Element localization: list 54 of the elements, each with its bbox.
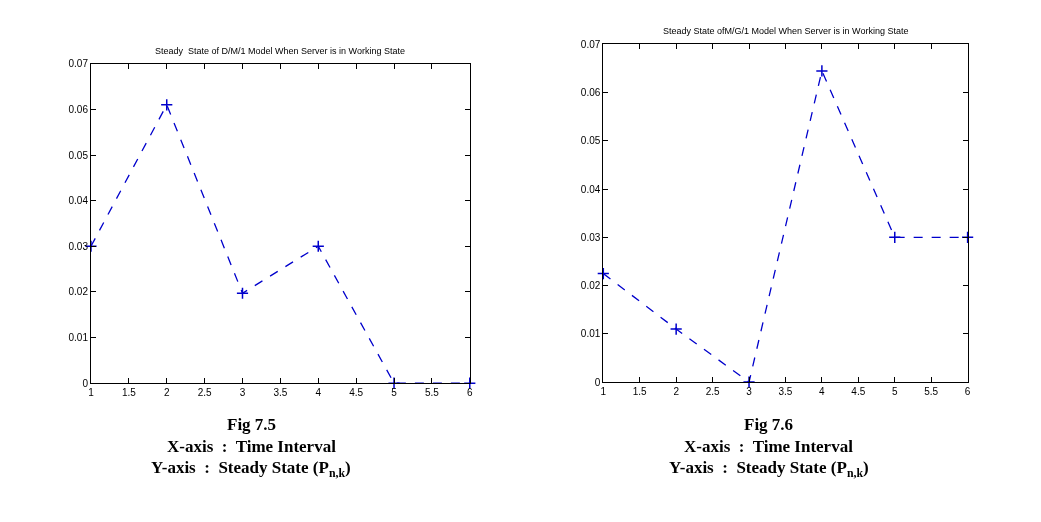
- point: [815, 64, 829, 78]
- y-tick-label: 0.03: [580, 231, 601, 243]
- y-tick-label: 0.01: [68, 332, 89, 344]
- x-tick-label: 5: [891, 386, 898, 398]
- point: [888, 231, 902, 244]
- point: [160, 98, 174, 112]
- point: [596, 267, 610, 280]
- y-tick-label: 0.03: [68, 240, 89, 252]
- x-tick-label: 5: [391, 387, 398, 399]
- text: Y-axis : Steady State (P$_{n,k}$): [151, 458, 351, 480]
- x-tick-label: 3: [746, 386, 753, 398]
- x-tick-label: 3.5: [778, 386, 793, 398]
- x-tick-label: 4.5: [349, 387, 364, 399]
- x-tick-label: 4.5: [851, 386, 866, 398]
- x-tick-label: 2.5: [705, 386, 720, 398]
- y-tick-label: 0: [82, 377, 89, 389]
- point: [669, 322, 683, 336]
- y-tick-label: 0.01: [580, 328, 601, 340]
- y-tick-label: 0.04: [68, 195, 89, 207]
- caption: Fig 7.5: [227, 415, 277, 434]
- point: [236, 286, 249, 300]
- x-tick-label: 4: [819, 386, 826, 398]
- y-tick-label: 0.06: [68, 103, 89, 115]
- text: X-axis : Time Interval: [684, 437, 854, 456]
- x-tick-label: 5.5: [424, 387, 440, 399]
- y-tick-label: 0.04: [580, 183, 601, 195]
- text: Y-axis : Steady State (P$_{n,k}$): [669, 458, 869, 480]
- y-tick-label: 0.02: [68, 286, 89, 298]
- y-tick-label: 0.05: [68, 149, 89, 161]
- x-tick-label: 4: [315, 387, 322, 399]
- x-tick-label: 6: [467, 387, 473, 399]
- caption: Fig 7.6: [744, 415, 794, 434]
- y-tick-label: 0.07: [68, 58, 89, 70]
- text: X-axis : Time Interval: [167, 437, 337, 456]
- y-tick-label: 0.07: [580, 38, 601, 50]
- y-tick-label: 0.05: [580, 135, 601, 147]
- point: [463, 376, 477, 390]
- point: [311, 239, 325, 253]
- x-tick-label: 1.5: [632, 386, 648, 398]
- x-tick-label: 6: [964, 386, 971, 398]
- x-tick-label: 2: [163, 387, 170, 399]
- x-tick-label: 3.5: [273, 387, 288, 399]
- x-tick-label: 2.5: [197, 387, 212, 399]
- chart-title: Steady State of D/M/1 Model When Server is in Working State: [155, 46, 405, 56]
- x-tick-label: 1: [88, 387, 95, 399]
- x-tick-label: 1.5: [121, 387, 137, 399]
- y-tick-label: 0.06: [580, 87, 601, 99]
- x-tick-label: 5.5: [924, 386, 939, 398]
- x-tick-label: 1: [600, 386, 607, 398]
- y-tick-label: 0: [594, 376, 601, 388]
- x-tick-label: 3: [239, 387, 246, 399]
- x-tick-label: 2: [673, 386, 680, 398]
- chart-title: Steady State ofM/G/1 Model When Server is in Working State: [663, 26, 909, 36]
- y-tick-label: 0.02: [580, 280, 601, 292]
